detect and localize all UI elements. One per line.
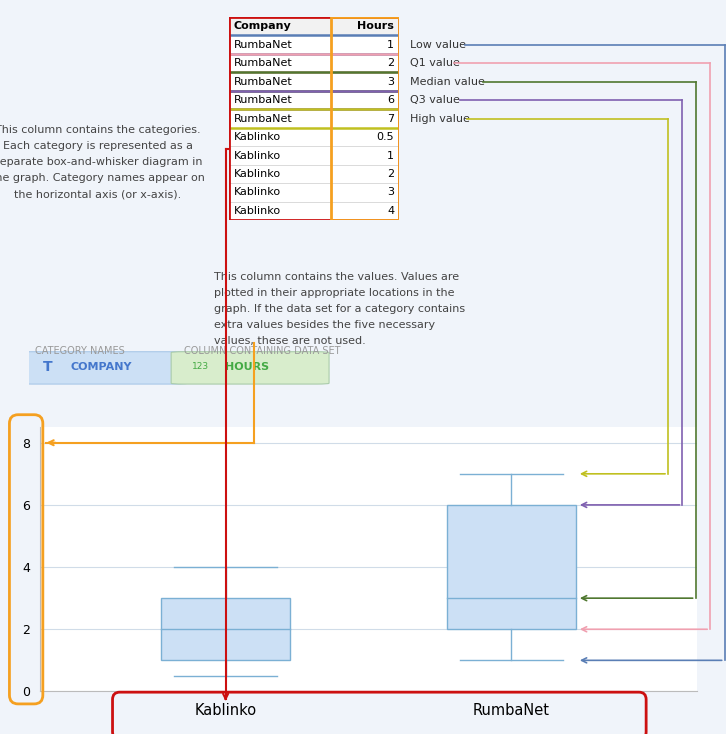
Text: 123: 123 xyxy=(192,362,209,371)
Bar xyxy=(161,598,290,661)
Bar xyxy=(229,91,399,109)
Bar xyxy=(229,17,399,35)
Text: Each category is represented as a: Each category is represented as a xyxy=(3,141,193,151)
Text: Hours: Hours xyxy=(357,21,394,31)
Text: 7: 7 xyxy=(387,114,394,123)
FancyBboxPatch shape xyxy=(171,352,329,384)
Bar xyxy=(229,35,399,54)
Bar xyxy=(229,35,399,54)
Text: values, these are not used.: values, these are not used. xyxy=(214,336,366,346)
Bar xyxy=(229,128,399,146)
Text: Kablinko: Kablinko xyxy=(234,169,281,179)
Text: Kablinko: Kablinko xyxy=(234,187,281,197)
Text: Company: Company xyxy=(234,21,292,31)
Text: Kablinko: Kablinko xyxy=(234,132,281,142)
Text: CATEGORY NAMES: CATEGORY NAMES xyxy=(36,346,125,356)
Bar xyxy=(229,73,399,91)
Text: graph. If the data set for a category contains: graph. If the data set for a category co… xyxy=(214,304,465,314)
FancyBboxPatch shape xyxy=(20,352,187,384)
Bar xyxy=(229,146,399,164)
Text: T: T xyxy=(43,360,52,374)
Text: Q1 value: Q1 value xyxy=(410,58,460,68)
Text: the graph. Category names appear on: the graph. Category names appear on xyxy=(0,173,205,184)
Text: RumbaNet: RumbaNet xyxy=(234,40,293,50)
Text: RumbaNet: RumbaNet xyxy=(234,58,293,68)
Text: 2: 2 xyxy=(387,169,394,179)
Text: High value: High value xyxy=(410,114,470,123)
Bar xyxy=(331,17,399,220)
Text: 0.5: 0.5 xyxy=(377,132,394,142)
Text: Low value: Low value xyxy=(410,40,466,50)
Text: This column contains the categories.: This column contains the categories. xyxy=(0,125,201,135)
Bar xyxy=(229,184,399,202)
Text: RumbaNet: RumbaNet xyxy=(234,114,293,123)
Text: Kablinko: Kablinko xyxy=(234,150,281,161)
Bar xyxy=(229,109,399,128)
Text: Q3 value: Q3 value xyxy=(410,95,460,105)
Bar xyxy=(447,505,576,629)
Text: 1: 1 xyxy=(387,40,394,50)
Text: HOURS: HOURS xyxy=(225,362,269,371)
Text: This column contains the values. Values are: This column contains the values. Values … xyxy=(214,272,460,282)
Text: plotted in their appropriate locations in the: plotted in their appropriate locations i… xyxy=(214,288,454,298)
Text: 2: 2 xyxy=(387,58,394,68)
Text: COMPANY: COMPANY xyxy=(70,362,131,371)
Bar xyxy=(229,54,399,73)
Bar xyxy=(229,73,399,91)
Text: 3: 3 xyxy=(387,187,394,197)
Bar xyxy=(229,91,399,109)
Bar xyxy=(229,164,399,184)
Text: 6: 6 xyxy=(387,95,394,105)
Bar xyxy=(229,54,399,73)
Text: COLUMN CONTAINING DATA SET: COLUMN CONTAINING DATA SET xyxy=(184,346,340,356)
Text: Kablinko: Kablinko xyxy=(234,206,281,216)
Text: Median value: Median value xyxy=(410,76,485,87)
Bar xyxy=(229,202,399,220)
Text: 3: 3 xyxy=(387,76,394,87)
Text: 4: 4 xyxy=(387,206,394,216)
Bar xyxy=(229,109,399,128)
Text: 1: 1 xyxy=(387,150,394,161)
Text: extra values besides the five necessary: extra values besides the five necessary xyxy=(214,320,436,330)
Text: the horizontal axis (or x-axis).: the horizontal axis (or x-axis). xyxy=(15,189,182,200)
Text: separate box-and-whisker diagram in: separate box-and-whisker diagram in xyxy=(0,157,203,167)
Text: RumbaNet: RumbaNet xyxy=(234,95,293,105)
Text: RumbaNet: RumbaNet xyxy=(234,76,293,87)
